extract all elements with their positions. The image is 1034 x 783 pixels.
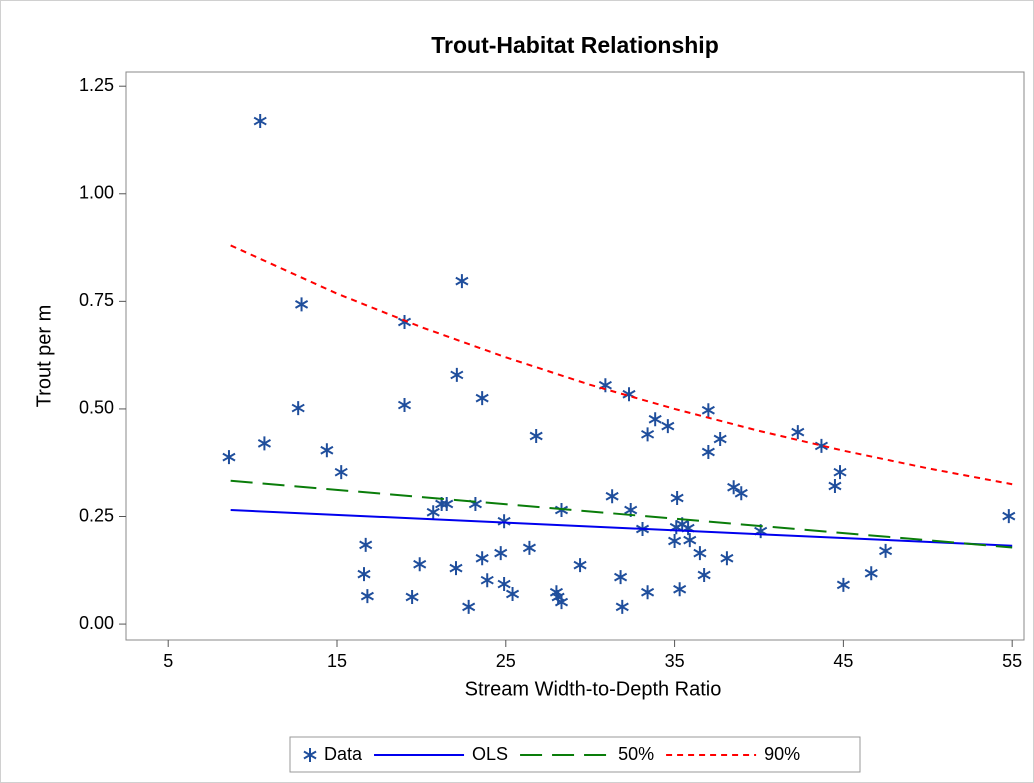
data-point xyxy=(734,486,748,501)
data-point xyxy=(670,491,684,505)
x-axis-label: Stream Width-to-Depth Ratio xyxy=(465,678,722,700)
data-point xyxy=(791,425,805,440)
legend-box xyxy=(289,736,861,773)
y-axis-label: Trout per m xyxy=(33,305,55,408)
data-point xyxy=(641,427,655,442)
data-point xyxy=(475,391,489,406)
data-point xyxy=(449,561,463,576)
x-tick-label: 25 xyxy=(496,651,516,671)
legend-marker xyxy=(303,748,317,762)
data-point xyxy=(450,367,464,382)
data-point xyxy=(357,567,371,582)
data-point xyxy=(360,589,374,604)
data-point xyxy=(554,595,569,610)
y-tick-label: 0.75 xyxy=(79,290,114,310)
legend-label: Data xyxy=(324,744,363,764)
data-point xyxy=(605,489,619,504)
data-point xyxy=(257,436,271,451)
data-point xyxy=(615,599,629,614)
data-point xyxy=(648,412,662,427)
data-point xyxy=(462,599,476,614)
data-point xyxy=(253,114,267,129)
data-point xyxy=(673,582,687,597)
data-point xyxy=(320,443,334,458)
data-point xyxy=(828,478,842,493)
data-point xyxy=(475,551,489,566)
data-point xyxy=(727,480,741,495)
data-point xyxy=(494,546,508,561)
fit-line xyxy=(230,509,1013,547)
data-point xyxy=(359,537,373,552)
data-point xyxy=(497,577,511,592)
x-tick-label: 55 xyxy=(1002,651,1022,671)
data-point xyxy=(522,540,536,555)
fit-line xyxy=(230,244,1013,486)
data-point xyxy=(879,543,893,558)
y-tick-label: 1.00 xyxy=(79,183,114,203)
data-point xyxy=(701,444,715,459)
data-point xyxy=(693,546,707,561)
data-point xyxy=(661,419,675,434)
x-tick-label: 5 xyxy=(163,651,173,671)
data-point xyxy=(405,589,419,604)
data-point xyxy=(505,586,520,601)
y-tick-label: 0.25 xyxy=(79,505,114,525)
x-tick-label: 35 xyxy=(665,651,685,671)
x-tick-label: 45 xyxy=(833,651,853,671)
data-point xyxy=(833,465,847,480)
y-tick-label: 0.50 xyxy=(79,398,114,418)
data-point xyxy=(334,465,348,480)
data-point xyxy=(697,568,711,583)
data-point xyxy=(713,432,727,447)
legend-label: 50% xyxy=(618,744,654,764)
chart-title: Trout-Habitat Relationship xyxy=(431,32,719,58)
x-tick-label: 15 xyxy=(327,651,347,671)
data-point xyxy=(291,401,305,416)
legend-label: 90% xyxy=(764,744,800,764)
data-point xyxy=(222,450,236,465)
data-point xyxy=(614,570,628,585)
data-point xyxy=(413,557,427,572)
y-tick-label: 0.00 xyxy=(79,613,114,633)
data-point xyxy=(683,533,697,548)
data-point xyxy=(864,566,878,581)
data-point xyxy=(641,585,655,600)
data-point xyxy=(440,497,454,512)
data-point xyxy=(573,558,587,573)
data-point xyxy=(426,505,440,520)
data-point xyxy=(397,398,412,413)
data-point xyxy=(294,297,309,312)
data-point xyxy=(1002,509,1016,524)
data-point xyxy=(397,315,412,330)
plot-frame xyxy=(125,71,1025,641)
data-point xyxy=(480,573,494,588)
data-point xyxy=(836,577,850,592)
data-point xyxy=(668,534,682,549)
data-point xyxy=(701,403,715,418)
legend-label: OLS xyxy=(472,744,508,764)
fit-line xyxy=(230,479,1013,549)
data-point xyxy=(720,551,734,566)
y-tick-label: 1.25 xyxy=(79,75,114,95)
data-point xyxy=(455,274,469,289)
data-point xyxy=(529,429,543,444)
